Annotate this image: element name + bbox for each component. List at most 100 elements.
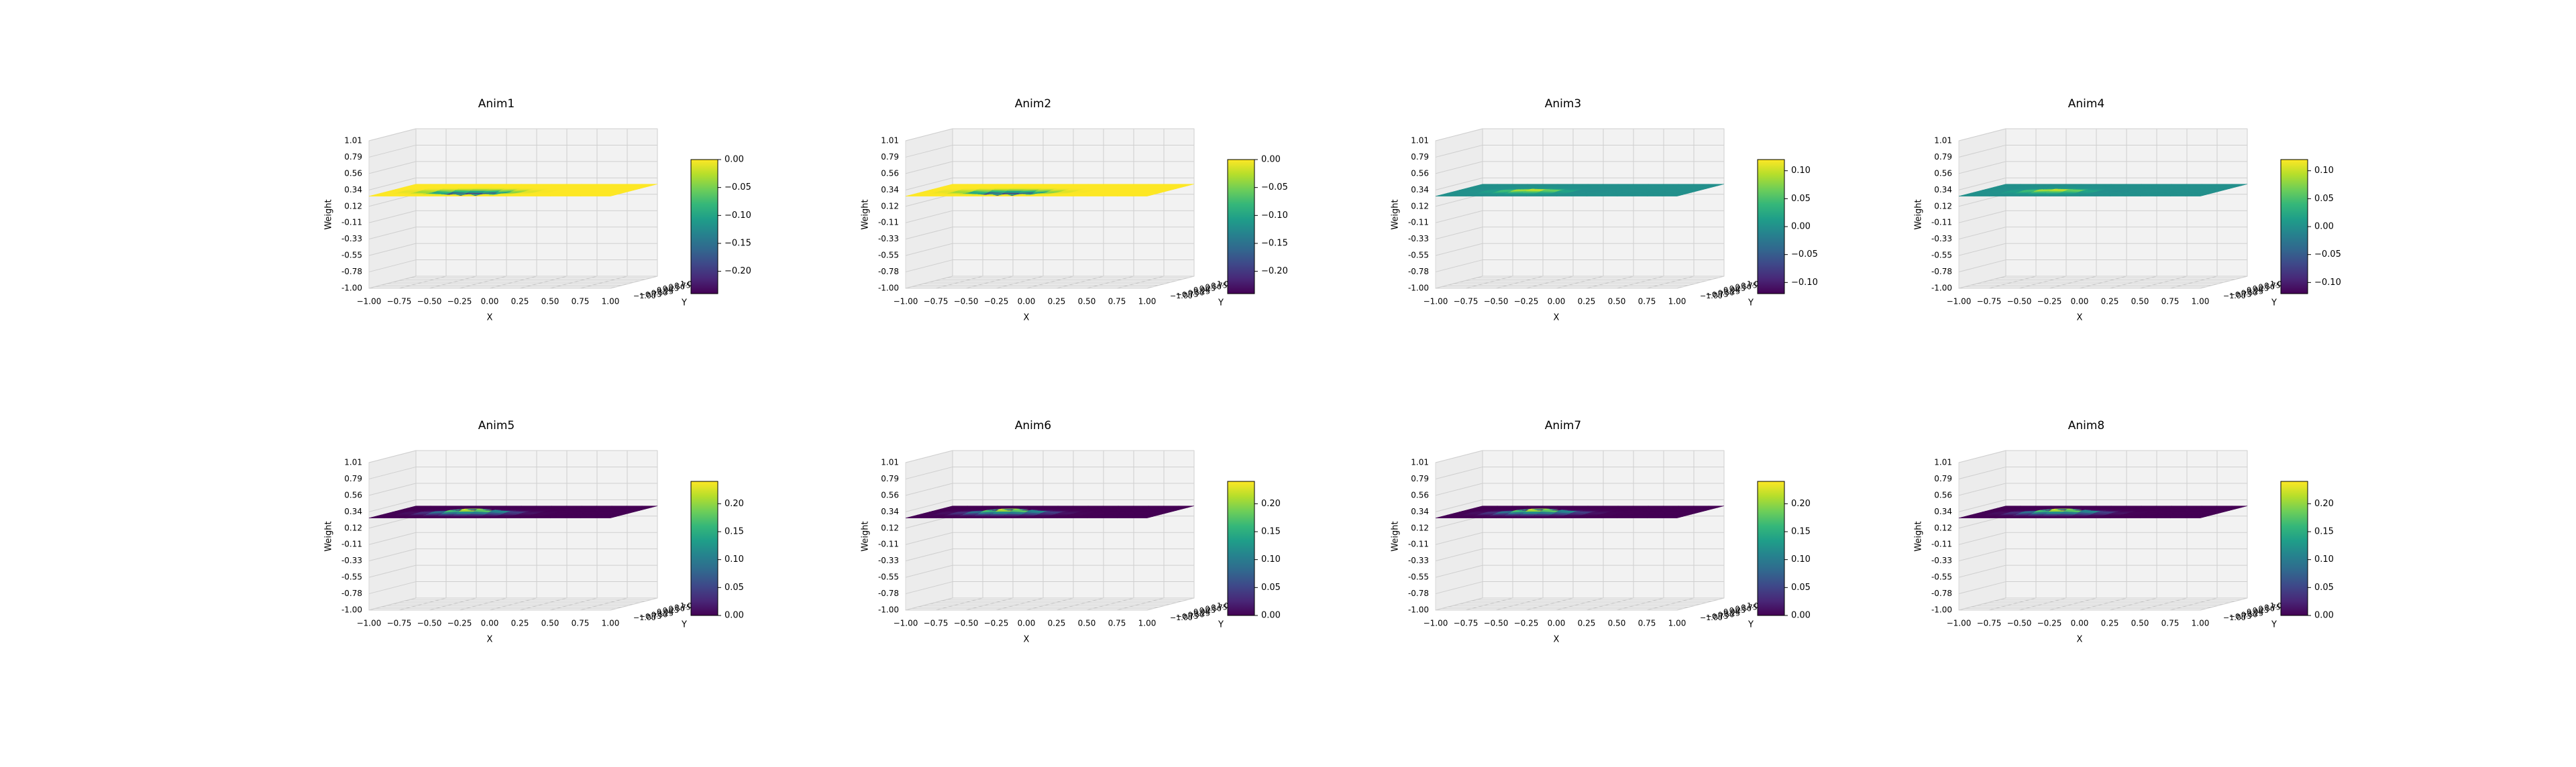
x-tick-label: −0.50 — [2007, 619, 2032, 628]
x-tick-label: −0.25 — [447, 619, 472, 628]
gridline — [368, 450, 417, 463]
gridline — [1435, 466, 1483, 479]
colorbar-tick-label: 0.05 — [2314, 583, 2334, 593]
axes-panes — [905, 128, 1195, 289]
y-axis-label: Y — [1748, 298, 1754, 308]
x-tick-label: −0.75 — [924, 619, 949, 628]
y-tick-label: −0.25 — [1187, 609, 1210, 617]
z-tick-label: -0.55 — [878, 251, 899, 260]
gridline — [2139, 597, 2188, 611]
x-tick-label: 0.00 — [481, 619, 499, 628]
y-tick-label: −0.75 — [1176, 290, 1199, 299]
colorbar-tick-label: 0.20 — [724, 499, 744, 509]
colorbar-tick-label: 0.05 — [1791, 583, 1811, 593]
surface-patch — [2229, 506, 2248, 508]
side-pane — [1435, 128, 1483, 289]
side-pane — [905, 128, 953, 289]
x-tick-label: 1.00 — [1668, 619, 1686, 628]
z-tick-label: -1.00 — [1408, 284, 1429, 293]
x-axis-label: X — [487, 313, 493, 323]
y-tick-label: −0.75 — [1706, 290, 1729, 299]
subplot-title: Anim4 — [2068, 97, 2105, 111]
gridline — [2169, 276, 2218, 289]
colorbar-tick-label: 0.20 — [2314, 499, 2334, 509]
colorbar: 0.00 −0.05 −0.10 −0.15 −0.20 — [690, 155, 751, 294]
gridline — [368, 144, 417, 158]
gridline — [905, 450, 953, 463]
y-tick-label: 0.75 — [674, 603, 691, 611]
x-tick-label: −0.75 — [387, 619, 412, 628]
z-tick-label: -0.78 — [1408, 267, 1429, 276]
colorbar-tick-label: −0.15 — [1261, 239, 1288, 249]
gridline — [610, 276, 658, 289]
gridline — [368, 259, 417, 273]
z-tick-label: 0.56 — [1934, 168, 1952, 178]
x-tick-label: −0.75 — [1977, 297, 2002, 306]
gridline — [905, 597, 953, 611]
colorbar-tick-label: 0.10 — [2314, 166, 2334, 176]
gridline — [1958, 483, 2006, 496]
y-tick-label: −0.50 — [1712, 611, 1735, 620]
colorbar-tick-label: −0.05 — [1261, 182, 1288, 192]
gridline — [368, 161, 417, 174]
gridline — [1435, 243, 1483, 256]
gridline — [1958, 128, 2006, 141]
z-tick-label: 0.79 — [1411, 474, 1429, 483]
x-tick-label: 0.25 — [1578, 297, 1596, 306]
colorbar-tick-label: −0.20 — [724, 266, 751, 276]
y-tick-label: −0.75 — [639, 290, 662, 299]
colorbar-tick-label: 0.00 — [1261, 611, 1281, 621]
axes-panes — [1958, 450, 2248, 611]
gridline — [368, 276, 417, 289]
colorbar-tick-label: 0.10 — [1261, 554, 1281, 565]
x-axis-label: X — [1554, 635, 1560, 645]
z-tick-label: -0.11 — [1408, 218, 1429, 227]
gridline — [1435, 548, 1483, 562]
gridline — [1435, 259, 1483, 273]
gridline — [1086, 597, 1134, 611]
colorbar-tick-label: 0.00 — [1791, 611, 1811, 621]
x-tick-label: 0.75 — [1638, 297, 1656, 306]
surface-patch — [639, 506, 658, 508]
gridline — [2109, 597, 2157, 611]
side-pane — [368, 128, 417, 289]
z-axis-label: Weight — [861, 199, 871, 229]
z-tick-label: 0.56 — [344, 490, 362, 499]
x-tick-label: −0.25 — [2037, 619, 2062, 628]
z-tick-label: 0.56 — [881, 490, 899, 499]
z-tick-label: -0.11 — [878, 218, 899, 227]
y-tick-label: −0.50 — [2235, 611, 2258, 620]
surface — [368, 506, 658, 518]
y-tick-label: 0.75 — [2264, 603, 2281, 611]
gridline — [905, 581, 953, 595]
z-axis-label: Weight — [324, 199, 334, 229]
z-tick-label: 1.01 — [1411, 458, 1429, 467]
z-tick-label: 0.56 — [1934, 490, 1952, 499]
y-tick-label: −1.00 — [1170, 292, 1193, 300]
gridline — [1116, 276, 1165, 289]
colorbar-bar — [2280, 159, 2308, 294]
colorbar-bar — [690, 159, 718, 294]
x-axis-label: X — [1024, 313, 1030, 323]
gridline — [1958, 499, 2006, 512]
side-pane — [368, 450, 417, 611]
x-tick-label: −0.25 — [2037, 297, 2062, 306]
z-tick-label: 0.12 — [881, 523, 899, 532]
gridline — [1435, 597, 1483, 611]
colorbar-tick-label: 0.00 — [724, 155, 744, 165]
colorbar-tick-label: −0.10 — [1261, 211, 1288, 221]
gridline — [610, 597, 658, 611]
y-tick-label: 0.25 — [2253, 606, 2269, 615]
z-tick-label: -1.00 — [1931, 605, 1952, 615]
x-tick-label: 0.25 — [1578, 619, 1596, 628]
x-tick-label: −1.00 — [1947, 619, 1972, 628]
z-tick-label: 0.79 — [881, 474, 899, 483]
y-tick-label: −0.50 — [645, 289, 668, 298]
gridline — [2109, 276, 2157, 289]
gridline — [1586, 276, 1634, 289]
gridline — [1056, 597, 1104, 611]
x-tick-label: 0.25 — [511, 619, 529, 628]
gridlines — [368, 450, 658, 611]
gridline — [1435, 128, 1483, 141]
z-tick-label: 0.56 — [881, 168, 899, 178]
